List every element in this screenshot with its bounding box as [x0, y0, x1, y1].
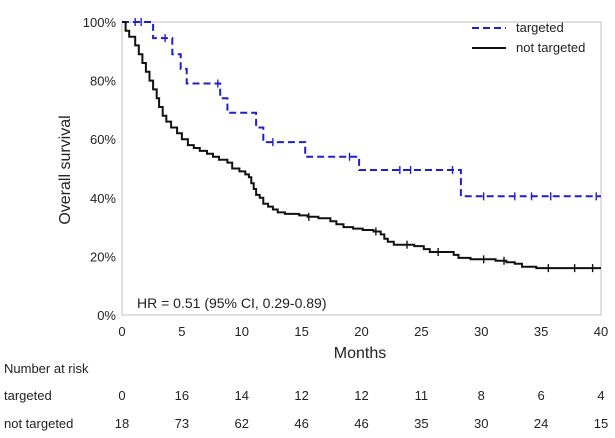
risk-value-not-targeted: 35 — [414, 416, 428, 431]
y-tick-label: 60% — [90, 132, 116, 147]
x-tick-label: 35 — [534, 324, 548, 339]
y-tick-label: 40% — [90, 191, 116, 206]
risk-table-header: Number at risk — [4, 361, 89, 376]
series-line-targeted — [122, 21, 601, 198]
risk-value-targeted: 8 — [478, 388, 485, 403]
x-tick-label: 40 — [594, 324, 608, 339]
risk-value-targeted: 11 — [415, 388, 429, 403]
risk-table: Number at risk targeted not targeted 0 16… — [4, 361, 608, 431]
y-tick-label: 80% — [90, 74, 116, 89]
axes: 0 5 10 15 20 25 30 35 40 0% 20% 40% 60% 80% 100% — [83, 15, 608, 339]
series-line-not-targeted — [122, 21, 601, 270]
risk-value-targeted: 14 — [235, 388, 249, 403]
risk-value-targeted: 12 — [354, 388, 368, 403]
x-tick-label: 20 — [354, 324, 368, 339]
hazard-ratio-annotation: HR = 0.51 (95% CI, 0.29-0.89) — [137, 295, 327, 311]
risk-value-targeted: 0 — [118, 388, 125, 403]
x-axis-label: Months — [334, 345, 386, 362]
risk-value-targeted: 6 — [538, 388, 545, 403]
x-tick-label: 10 — [235, 324, 249, 339]
risk-row-label-not-targeted: not targeted — [4, 416, 73, 431]
x-tick-label: 25 — [414, 324, 428, 339]
risk-value-not-targeted: 15 — [594, 416, 608, 431]
risk-value-not-targeted: 24 — [534, 416, 548, 431]
risk-row-label-targeted: targeted — [4, 388, 52, 403]
x-tick-label: 15 — [294, 324, 308, 339]
risk-value-not-targeted: 73 — [175, 416, 189, 431]
series-layer — [122, 18, 601, 273]
risk-value-not-targeted: 18 — [115, 416, 129, 431]
risk-value-targeted: 4 — [597, 388, 604, 403]
risk-value-not-targeted: 30 — [474, 416, 488, 431]
plot-frame — [121, 21, 602, 316]
risk-values: 0 16 14 12 12 11 8 6 4 18 73 62 46 46 35 30 24 15 — [115, 388, 608, 431]
risk-value-targeted: 16 — [175, 388, 189, 403]
y-tick-label: 20% — [90, 249, 116, 264]
risk-value-not-targeted: 46 — [294, 416, 308, 431]
legend-label-not-targeted: not targeted — [516, 40, 585, 55]
risk-value-targeted: 12 — [294, 388, 308, 403]
risk-value-not-targeted: 62 — [235, 416, 249, 431]
x-tick-label: 30 — [474, 324, 488, 339]
y-tick-label: 100% — [83, 15, 117, 30]
y-axis-label: Overall survival — [57, 115, 74, 224]
legend: targeted not targeted — [472, 20, 585, 55]
legend-label-targeted: targeted — [516, 20, 564, 35]
x-tick-label: 0 — [118, 324, 125, 339]
risk-value-not-targeted: 46 — [354, 416, 368, 431]
y-tick-label: 0% — [97, 308, 116, 323]
x-tick-label: 5 — [178, 324, 185, 339]
